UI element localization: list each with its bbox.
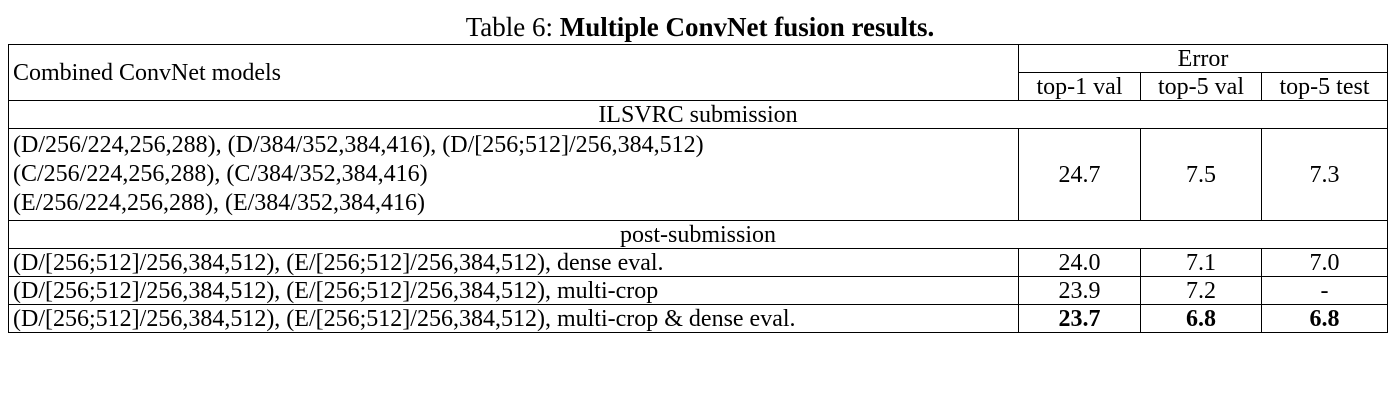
model-line: (D/256/224,256,288), (D/384/352,384,416)… [13,132,704,158]
value-top1-val: 23.7 [1018,304,1141,333]
fusion-results-table: Combined ConvNet models Error top-1 val … [8,44,1388,333]
section-title: post-submission [8,220,1388,249]
value-top5-test: - [1261,276,1388,305]
table-row: (D/256/224,256,288), (D/384/352,384,416)… [8,128,1388,221]
header-col-top1-val: top-1 val [1018,72,1141,101]
value-top5-val: 7.2 [1140,276,1262,305]
header-error: Error [1018,44,1388,73]
caption-prefix: Table 6: [465,12,560,42]
header-col-top5-test: top-5 test [1261,72,1388,101]
header-row-2: top-1 val top-5 val top-5 test [9,72,1388,101]
value-top5-val: 7.5 [1140,128,1262,221]
models-cell: (D/256/224,256,288), (D/384/352,384,416)… [8,128,1019,221]
value-top5-test: 7.0 [1261,248,1388,277]
table-row: (D/[256;512]/256,384,512), (E/[256;512]/… [8,276,1388,305]
model-line: (E/256/224,256,288), (E/384/352,384,416) [13,190,425,216]
value-top5-test: 7.3 [1261,128,1388,221]
header-row-1: Combined ConvNet models Error [8,44,1388,101]
value-top5-test: 6.8 [1261,304,1388,333]
value-top1-val: 24.7 [1018,128,1141,221]
section-title: ILSVRC submission [8,100,1388,129]
section-row-post: post-submission [8,220,1388,249]
value-top1-val: 23.9 [1018,276,1141,305]
table-caption: Table 6: Multiple ConvNet fusion results… [0,12,1400,42]
section-row-ilsvrc: ILSVRC submission [8,100,1388,129]
models-cell: (D/[256;512]/256,384,512), (E/[256;512]/… [8,304,1019,333]
table-row: (D/[256;512]/256,384,512), (E/[256;512]/… [8,248,1388,277]
value-top1-val: 24.0 [1018,248,1141,277]
models-cell: (D/[256;512]/256,384,512), (E/[256;512]/… [8,276,1019,305]
model-line: (C/256/224,256,288), (C/384/352,384,416) [13,161,428,187]
caption-title: Multiple ConvNet fusion results. [559,12,935,42]
models-cell: (D/[256;512]/256,384,512), (E/[256;512]/… [8,248,1019,277]
value-top5-val: 6.8 [1140,304,1262,333]
header-models: Combined ConvNet models [8,44,1019,101]
table-row: (D/[256;512]/256,384,512), (E/[256;512]/… [8,304,1388,333]
value-top5-val: 7.1 [1140,248,1262,277]
header-col-top5-val: top-5 val [1140,72,1262,101]
